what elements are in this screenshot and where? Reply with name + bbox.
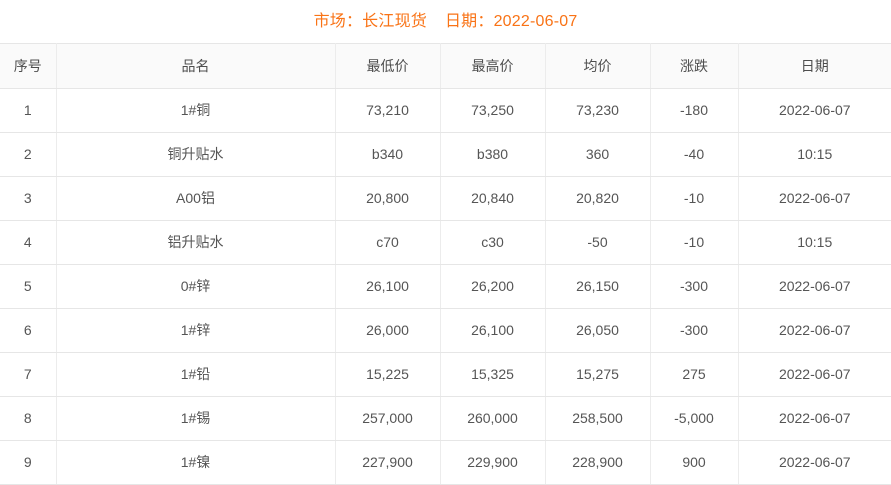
cell-low: 26,000 bbox=[335, 308, 441, 353]
spot-price-table: 序号 品名 最低价 最高价 均价 涨跌 日期 1 1#铜 73,210 73,250 7… bbox=[0, 43, 891, 485]
table-row[interactable]: 5 0#锌 26,100 26,200 26,150 -300 2022-06-07 bbox=[0, 264, 891, 309]
cell-high: c30 bbox=[440, 220, 546, 265]
page-title: 市场：长江现货 日期：2022-06-07 bbox=[0, 0, 891, 43]
cell-high: 260,000 bbox=[440, 396, 546, 441]
cell-high: 15,325 bbox=[440, 352, 546, 397]
column-header-date[interactable]: 日期 bbox=[738, 43, 891, 89]
table-row[interactable]: 4 铝升贴水 c70 c30 -50 -10 10:15 bbox=[0, 220, 891, 265]
cell-change: -5,000 bbox=[650, 396, 739, 441]
cell-change: -180 bbox=[650, 88, 739, 133]
table-body: 1 1#铜 73,210 73,250 73,230 -180 2022-06-07 2 铜升贴… bbox=[0, 88, 891, 485]
market-title: 市场：长江现货 bbox=[313, 12, 427, 30]
cell-avg: 360 bbox=[545, 132, 651, 177]
cell-avg: 26,150 bbox=[545, 264, 651, 309]
date-title: 日期：2022-06-07 bbox=[444, 12, 578, 30]
table-row[interactable]: 3 A00铝 20,800 20,840 20,820 -10 2022-06-07 bbox=[0, 176, 891, 221]
column-header-change[interactable]: 涨跌 bbox=[650, 43, 739, 89]
column-header-avg[interactable]: 均价 bbox=[545, 43, 651, 89]
cell-date: 2022-06-07 bbox=[738, 440, 891, 485]
cell-change: 900 bbox=[650, 440, 739, 485]
cell-name: 铝升贴水 bbox=[56, 220, 336, 265]
cell-date: 2022-06-07 bbox=[738, 308, 891, 353]
cell-index: 9 bbox=[0, 440, 57, 485]
cell-index: 7 bbox=[0, 352, 57, 397]
cell-index: 6 bbox=[0, 308, 57, 353]
table-header: 序号 品名 最低价 最高价 均价 涨跌 日期 bbox=[0, 43, 891, 89]
cell-high: 229,900 bbox=[440, 440, 546, 485]
cell-change: -300 bbox=[650, 308, 739, 353]
cell-avg: 228,900 bbox=[545, 440, 651, 485]
column-header-name[interactable]: 品名 bbox=[56, 43, 336, 89]
cell-change: -10 bbox=[650, 220, 739, 265]
cell-index: 4 bbox=[0, 220, 57, 265]
header-row: 序号 品名 最低价 最高价 均价 涨跌 日期 bbox=[0, 43, 891, 89]
cell-index: 1 bbox=[0, 88, 57, 133]
cell-avg: 26,050 bbox=[545, 308, 651, 353]
table-row[interactable]: 1 1#铜 73,210 73,250 73,230 -180 2022-06-07 bbox=[0, 88, 891, 133]
cell-name: 1#铜 bbox=[56, 88, 336, 133]
cell-index: 8 bbox=[0, 396, 57, 441]
cell-low: c70 bbox=[335, 220, 441, 265]
cell-low: 26,100 bbox=[335, 264, 441, 309]
cell-name: 1#锡 bbox=[56, 396, 336, 441]
column-header-index[interactable]: 序号 bbox=[0, 43, 57, 89]
cell-name: 1#铅 bbox=[56, 352, 336, 397]
cell-high: b380 bbox=[440, 132, 546, 177]
cell-low: 257,000 bbox=[335, 396, 441, 441]
cell-date: 10:15 bbox=[738, 132, 891, 177]
cell-avg: -50 bbox=[545, 220, 651, 265]
cell-date: 2022-06-07 bbox=[738, 396, 891, 441]
cell-low: 73,210 bbox=[335, 88, 441, 133]
cell-change: -10 bbox=[650, 176, 739, 221]
cell-index: 3 bbox=[0, 176, 57, 221]
table-row[interactable]: 7 1#铅 15,225 15,325 15,275 275 2022-06-07 bbox=[0, 352, 891, 397]
cell-index: 2 bbox=[0, 132, 57, 177]
cell-avg: 15,275 bbox=[545, 352, 651, 397]
table-row[interactable]: 6 1#锌 26,000 26,100 26,050 -300 2022-06-07 bbox=[0, 308, 891, 353]
cell-name: 铜升贴水 bbox=[56, 132, 336, 177]
cell-name: 1#镍 bbox=[56, 440, 336, 485]
cell-date: 10:15 bbox=[738, 220, 891, 265]
table-row[interactable]: 2 铜升贴水 b340 b380 360 -40 10:15 bbox=[0, 132, 891, 177]
cell-avg: 20,820 bbox=[545, 176, 651, 221]
cell-avg: 73,230 bbox=[545, 88, 651, 133]
cell-name: 0#锌 bbox=[56, 264, 336, 309]
cell-high: 73,250 bbox=[440, 88, 546, 133]
cell-change: -300 bbox=[650, 264, 739, 309]
table-row[interactable]: 8 1#锡 257,000 260,000 258,500 -5,000 2022-06-0… bbox=[0, 396, 891, 441]
cell-low: 20,800 bbox=[335, 176, 441, 221]
cell-low: b340 bbox=[335, 132, 441, 177]
cell-high: 26,200 bbox=[440, 264, 546, 309]
cell-date: 2022-06-07 bbox=[738, 176, 891, 221]
column-header-high[interactable]: 最高价 bbox=[440, 43, 546, 89]
cell-high: 20,840 bbox=[440, 176, 546, 221]
cell-name: 1#锌 bbox=[56, 308, 336, 353]
cell-date: 2022-06-07 bbox=[738, 352, 891, 397]
table-row[interactable]: 9 1#镍 227,900 229,900 228,900 900 2022-06-07 bbox=[0, 440, 891, 485]
cell-change: -40 bbox=[650, 132, 739, 177]
cell-avg: 258,500 bbox=[545, 396, 651, 441]
cell-low: 227,900 bbox=[335, 440, 441, 485]
cell-low: 15,225 bbox=[335, 352, 441, 397]
column-header-low[interactable]: 最低价 bbox=[335, 43, 441, 89]
cell-date: 2022-06-07 bbox=[738, 264, 891, 309]
cell-change: 275 bbox=[650, 352, 739, 397]
cell-high: 26,100 bbox=[440, 308, 546, 353]
cell-date: 2022-06-07 bbox=[738, 88, 891, 133]
cell-name: A00铝 bbox=[56, 176, 336, 221]
cell-index: 5 bbox=[0, 264, 57, 309]
